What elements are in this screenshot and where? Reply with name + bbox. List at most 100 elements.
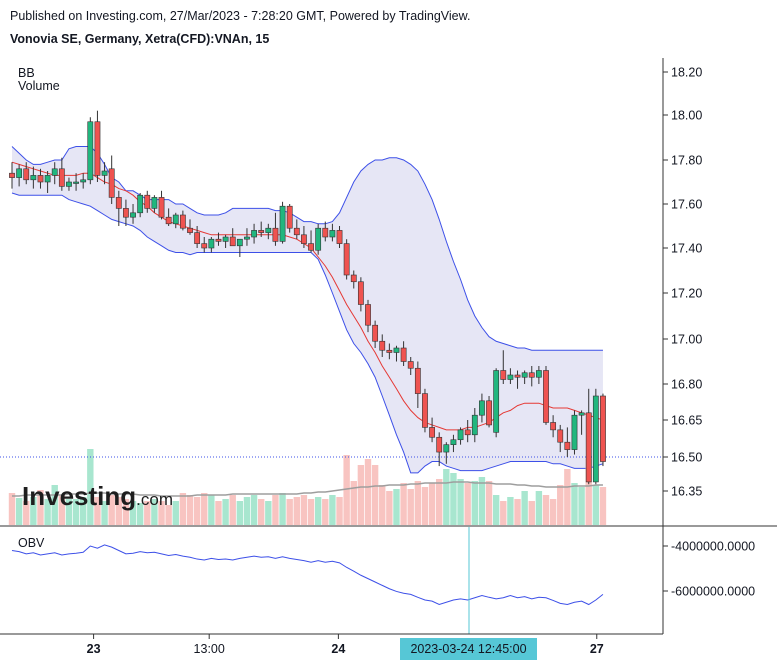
volume-bar bbox=[250, 495, 258, 525]
volume-bar bbox=[521, 491, 528, 525]
time-tick-label: 24 bbox=[331, 642, 345, 656]
candle-body bbox=[80, 179, 87, 183]
price-tick-label: 17.60 bbox=[671, 198, 702, 212]
candle bbox=[436, 432, 443, 467]
volume-bar bbox=[65, 499, 73, 525]
candle-body bbox=[429, 427, 435, 438]
volume-bar bbox=[215, 501, 222, 525]
candle bbox=[329, 223, 336, 242]
price-tick-label: 17.00 bbox=[671, 333, 702, 347]
candle bbox=[251, 223, 257, 244]
volume-bar bbox=[286, 499, 293, 525]
candle-body bbox=[108, 168, 115, 198]
volume-bar bbox=[514, 499, 521, 525]
volume-bar bbox=[443, 469, 450, 525]
time-tick-label: 23 bbox=[87, 642, 101, 656]
volume-bar bbox=[336, 497, 343, 525]
candle-body bbox=[585, 412, 592, 483]
volume-bar bbox=[229, 495, 236, 525]
volume-bar bbox=[421, 487, 429, 525]
volume-bar bbox=[158, 501, 165, 525]
candle-body bbox=[208, 238, 215, 249]
candle-body bbox=[201, 243, 208, 249]
volume-bar bbox=[464, 483, 471, 525]
candle-body bbox=[400, 347, 407, 362]
candle bbox=[87, 117, 94, 185]
candle-body bbox=[414, 367, 421, 394]
candle-body bbox=[521, 372, 528, 378]
candle-body bbox=[158, 197, 165, 218]
candle bbox=[379, 334, 386, 357]
candle-body bbox=[350, 274, 357, 283]
volume-bar bbox=[279, 493, 286, 525]
obv-legend[interactable]: OBV bbox=[18, 536, 45, 550]
candle bbox=[578, 410, 585, 435]
volume-bar bbox=[457, 479, 464, 525]
price-tick-label: 17.20 bbox=[671, 287, 702, 301]
candle bbox=[550, 415, 557, 438]
candle-body bbox=[236, 238, 243, 247]
candle-body bbox=[422, 393, 428, 428]
time-tick-label: 13:00 bbox=[194, 642, 225, 656]
volume-bar bbox=[186, 495, 194, 525]
volume-bar bbox=[585, 459, 592, 525]
candle bbox=[9, 162, 15, 189]
volume-bar bbox=[300, 495, 308, 525]
candle-body bbox=[500, 370, 507, 380]
candle bbox=[400, 341, 407, 366]
candle bbox=[172, 212, 179, 229]
volume-bar bbox=[122, 499, 130, 525]
candle bbox=[301, 226, 307, 248]
price-tick-label: 17.40 bbox=[671, 242, 702, 256]
candle-body bbox=[372, 324, 379, 342]
candle bbox=[414, 361, 421, 408]
candle bbox=[393, 345, 400, 362]
volume-bar bbox=[357, 465, 365, 525]
volume-bar bbox=[115, 497, 122, 525]
volume-bar bbox=[144, 501, 151, 525]
candle-body bbox=[443, 444, 450, 453]
candle bbox=[229, 228, 236, 247]
price-tick-label: 16.65 bbox=[671, 414, 702, 428]
candle-body bbox=[550, 422, 557, 431]
volume-bar bbox=[343, 455, 350, 525]
candle bbox=[564, 427, 571, 457]
candle bbox=[179, 210, 186, 231]
instrument-title: Vonovia SE, Germany, Xetra(CFD):VNAn, 15 bbox=[10, 32, 270, 46]
volume-bar bbox=[222, 499, 229, 525]
candle-body bbox=[457, 429, 464, 441]
candle-body bbox=[471, 414, 478, 436]
candle bbox=[528, 366, 535, 387]
volume-bar bbox=[80, 497, 87, 525]
volume-bar bbox=[23, 501, 30, 525]
bb-lower-line bbox=[11, 192, 604, 474]
candle bbox=[30, 166, 37, 189]
candle-body bbox=[44, 175, 51, 183]
obv-line bbox=[11, 544, 604, 606]
volume-bar bbox=[87, 449, 94, 525]
volume-bar bbox=[165, 505, 172, 525]
volume-legend[interactable]: Volume bbox=[18, 79, 60, 93]
candle bbox=[215, 232, 222, 246]
bb-legend[interactable]: BB bbox=[18, 66, 35, 80]
candle-body bbox=[165, 216, 172, 225]
candle bbox=[201, 237, 208, 253]
candle-body bbox=[293, 227, 300, 236]
candle-body bbox=[393, 347, 400, 353]
candle bbox=[194, 226, 201, 248]
volume-bar bbox=[51, 485, 58, 525]
candle bbox=[165, 208, 172, 226]
volume-bar bbox=[243, 497, 251, 525]
candle-body bbox=[58, 168, 65, 187]
volume-bar bbox=[151, 499, 158, 525]
candle bbox=[58, 157, 65, 191]
candle bbox=[493, 368, 500, 438]
candle bbox=[108, 155, 115, 204]
candle bbox=[457, 427, 464, 445]
volume-bar bbox=[450, 473, 457, 525]
candle bbox=[137, 193, 144, 218]
candle-body bbox=[123, 208, 129, 218]
candle-body bbox=[308, 243, 314, 251]
volume-bar bbox=[386, 491, 393, 525]
